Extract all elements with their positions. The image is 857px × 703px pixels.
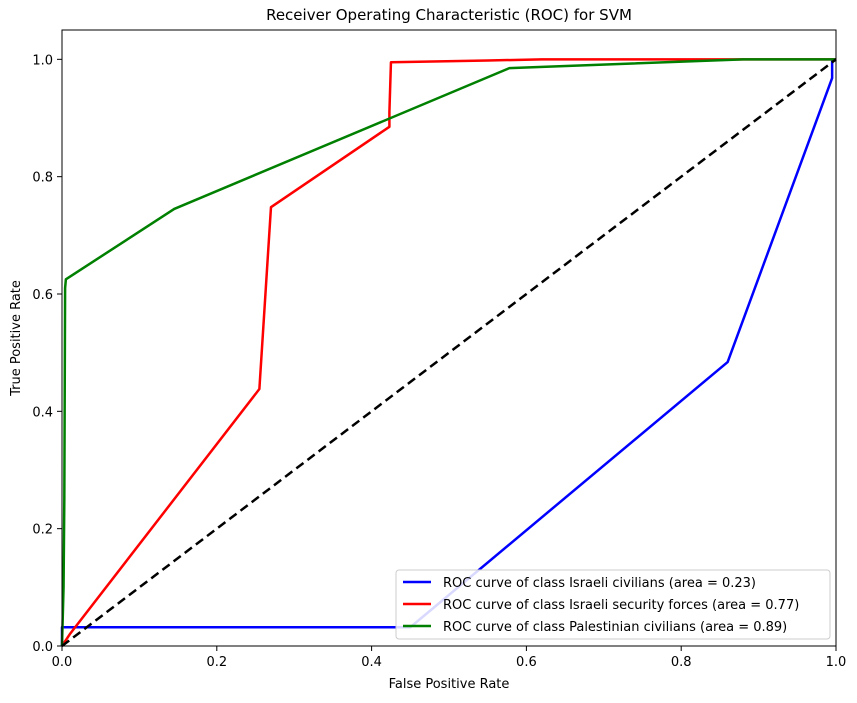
x-tick-label: 0.0 xyxy=(52,655,73,670)
y-axis-label: True Positive Rate xyxy=(9,280,24,397)
legend-entry-palestinian-civilians: ROC curve of class Palestinian civilians… xyxy=(443,620,787,635)
roc-curve-palestinian-civilians xyxy=(60,58,836,647)
y-tick-label: 1.0 xyxy=(32,53,53,68)
x-tick-label: 0.2 xyxy=(206,655,227,670)
chance-diagonal xyxy=(61,58,837,647)
y-tick-label: 0.8 xyxy=(32,171,53,186)
y-tick-label: 0.4 xyxy=(32,405,53,420)
legend-entry-israeli-civilians: ROC curve of class Israeli civilians (ar… xyxy=(443,576,756,591)
x-tick-label: 0.4 xyxy=(361,655,382,670)
x-tick-label: 0.8 xyxy=(671,655,692,670)
axis-ticks: 0.0 0.2 0.4 0.6 0.8 1.0 0.0 0.2 0.4 0.6 0.8 1.0 xyxy=(32,53,846,670)
x-tick-label: 1.0 xyxy=(826,655,847,670)
legend: ROC curve of class Israeli civilians (ar… xyxy=(395,569,831,640)
legend-box xyxy=(395,569,831,640)
legend-entry-israeli-security-forces: ROC curve of class Israeli security forc… xyxy=(443,598,799,613)
y-tick-label: 0.2 xyxy=(32,523,53,538)
y-tick-label: 0.6 xyxy=(32,288,53,303)
chart-title: Receiver Operating Characteristic (ROC) … xyxy=(266,6,632,24)
roc-curve-israeli-security-forces xyxy=(60,58,836,647)
plot-frame xyxy=(61,29,837,647)
y-tick-label: 0.0 xyxy=(32,640,53,655)
x-axis-label: False Positive Rate xyxy=(389,677,510,692)
x-tick-label: 0.6 xyxy=(516,655,537,670)
